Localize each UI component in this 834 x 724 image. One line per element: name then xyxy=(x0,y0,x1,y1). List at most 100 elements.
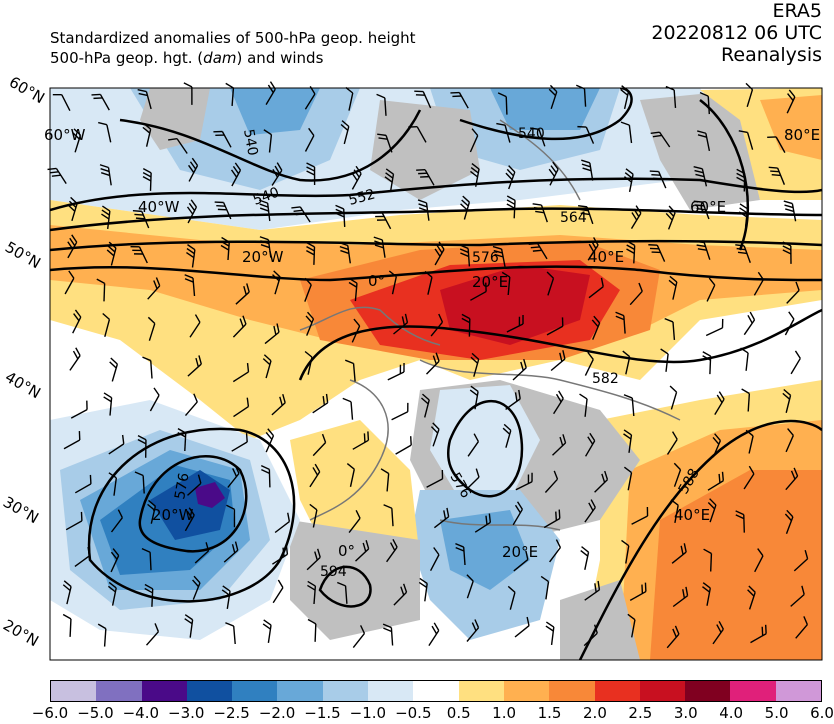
wind-barb xyxy=(665,205,676,230)
wind-barb xyxy=(192,575,201,600)
wind-barb xyxy=(620,121,633,144)
wind-barb xyxy=(418,577,428,602)
wind-barb xyxy=(110,509,123,533)
wind-barb xyxy=(546,271,555,296)
colorbar-tick-label: 3.0 xyxy=(673,704,698,722)
wind-barb xyxy=(670,499,679,524)
wind-barb xyxy=(386,538,398,563)
colorbar-tick-label: −1.5 xyxy=(304,704,341,722)
colorbar-segment xyxy=(413,681,459,701)
wind-barb xyxy=(782,241,792,264)
wind-barb xyxy=(492,245,506,267)
wind-barb xyxy=(306,162,316,186)
wind-barb xyxy=(743,465,755,490)
wind-barb xyxy=(134,471,145,494)
colorbar-segment xyxy=(277,681,323,701)
wind-barb xyxy=(393,313,409,335)
lat-label: 20°N xyxy=(0,616,42,650)
lat-label: 30°N xyxy=(0,493,42,527)
wind-barb xyxy=(96,278,106,302)
colorbar-tick-label: 5.0 xyxy=(764,704,789,722)
wind-barb xyxy=(417,199,430,221)
colorbar-tick-label: 1.0 xyxy=(492,704,517,722)
wind-barb xyxy=(528,242,548,260)
contour-label: 552 xyxy=(347,186,377,208)
wind-barb xyxy=(459,244,471,267)
wind-barb xyxy=(767,136,786,153)
wind-barb xyxy=(348,277,358,302)
wind-barb xyxy=(666,431,678,455)
wind-barb xyxy=(225,82,235,106)
wind-barb xyxy=(312,393,329,414)
colorbar-tick-label: −6.0 xyxy=(31,704,69,722)
valid-datetime: 20220812 06 UTC xyxy=(651,22,822,44)
wind-barb xyxy=(507,585,516,610)
wind-barb xyxy=(184,507,195,532)
wind-barb xyxy=(703,548,713,572)
colorbar-tick-label: 2.5 xyxy=(628,704,653,722)
colorbar-tick-label: 1.5 xyxy=(537,704,562,722)
wind-barb xyxy=(584,499,596,523)
anomaly-map: 540 540 540 552 564 576 582 576 588 594 … xyxy=(0,73,823,661)
wind-barb xyxy=(188,157,199,182)
wind-barb xyxy=(351,165,362,190)
wind-barb xyxy=(72,128,82,153)
wind-barb xyxy=(544,470,559,493)
colorbar-segment xyxy=(186,681,233,701)
wind-barb xyxy=(786,281,800,304)
wind-barb xyxy=(98,121,112,143)
colorbar-segment xyxy=(141,681,187,701)
wind-barb xyxy=(588,277,604,299)
wind-barb xyxy=(110,548,120,573)
wind-barb xyxy=(622,350,631,375)
wind-barb xyxy=(736,168,746,192)
wind-barb xyxy=(306,548,321,571)
wind-barb xyxy=(271,393,286,416)
wind-barb xyxy=(669,385,678,410)
wind-barb xyxy=(430,422,440,447)
wind-barb xyxy=(307,618,317,642)
wind-barb xyxy=(272,270,281,295)
wind-barb xyxy=(506,315,524,333)
wind-barb xyxy=(785,428,794,453)
wind-barb xyxy=(226,504,236,528)
wind-barb xyxy=(230,162,242,187)
product-type: Reanalysis xyxy=(721,44,822,66)
wind-barb xyxy=(426,469,444,488)
wind-barb xyxy=(693,165,708,187)
wind-barb xyxy=(465,468,480,491)
wind-barb xyxy=(795,616,809,639)
wind-barb xyxy=(706,277,716,302)
lon-label: 20°W xyxy=(152,506,194,524)
wind-barb xyxy=(264,323,280,345)
colorbar-tick-label: −3.0 xyxy=(168,704,205,722)
wind-barb xyxy=(705,318,724,337)
wind-barb xyxy=(512,359,527,381)
wind-barb xyxy=(74,546,91,567)
wind-barb xyxy=(429,547,440,572)
wind-barb xyxy=(137,89,152,110)
wind-barb xyxy=(74,474,92,494)
wind-barb xyxy=(660,348,669,372)
colorbar-tick-label: −5.0 xyxy=(77,704,114,722)
wind-barb xyxy=(194,542,210,564)
wind-barb xyxy=(672,586,689,608)
wind-barb xyxy=(790,350,801,375)
colorbar-segment xyxy=(51,681,97,701)
data-source: ERA5 xyxy=(772,0,822,22)
wind-barb xyxy=(272,579,284,604)
wind-barb xyxy=(580,546,590,570)
wind-barb xyxy=(425,352,440,375)
wind-barb xyxy=(186,244,196,268)
map-title: Standardized anomalies of 500-hPa geop. … xyxy=(50,28,416,68)
wind-barb xyxy=(743,311,756,336)
wind-barb xyxy=(306,242,316,265)
lon-label: 0° xyxy=(368,272,385,290)
wind-barb xyxy=(309,503,318,528)
wind-barb xyxy=(741,388,751,412)
wind-barb xyxy=(785,467,799,491)
wind-barb xyxy=(581,159,594,181)
wind-barb xyxy=(548,161,559,186)
wind-barb xyxy=(107,581,117,606)
wind-barb xyxy=(262,619,272,644)
